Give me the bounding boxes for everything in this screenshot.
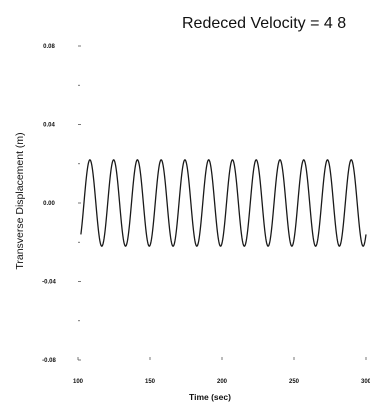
y-tick-label: 0.04 xyxy=(43,123,55,129)
series-line xyxy=(80,159,367,247)
y-tick-label: 0.08 xyxy=(43,44,55,50)
y-axis-label: Transverse Displacement (m) xyxy=(14,132,26,269)
y-tick-label: 0.00 xyxy=(43,201,55,207)
x-tick-label: 200 xyxy=(217,379,228,385)
x-tick-label: 300 xyxy=(361,379,370,385)
y-tick-label: -0.04 xyxy=(42,280,56,286)
x-tick-label: 100 xyxy=(73,379,84,385)
x-axis: 100 150 200 250 300 xyxy=(73,357,370,385)
y-axis: 0.08 0.04 0.00 -0.04 -0.08 xyxy=(42,44,81,364)
x-tick-label: 250 xyxy=(289,379,300,385)
y-tick-label: -0.08 xyxy=(42,358,56,364)
chart-title: Redeced Velocity = 4 8 xyxy=(182,15,346,32)
x-axis-label: Time (sec) xyxy=(189,392,231,402)
x-tick-label: 150 xyxy=(145,379,156,385)
